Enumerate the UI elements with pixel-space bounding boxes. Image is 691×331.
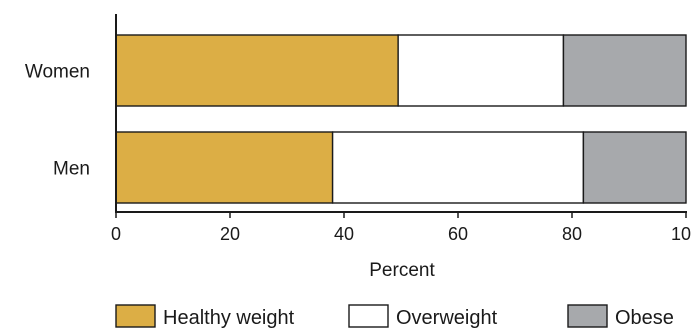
legend-swatch-obese [567, 304, 608, 328]
bar-men-overweight [331, 131, 585, 204]
bar-men-healthy-weight [115, 131, 334, 204]
x-tick-label: 100 [671, 224, 691, 244]
bar-women-obese [562, 34, 687, 107]
x-tick-label: 40 [334, 224, 354, 244]
axes-group [115, 14, 687, 213]
category-label-women: Women [25, 62, 90, 83]
bar-women-healthy-weight [115, 34, 399, 107]
x-tick-label: 80 [562, 224, 582, 244]
bar-women-overweight [397, 34, 565, 107]
category-labels-group: Women Men [25, 62, 90, 180]
category-label-men: Men [53, 159, 90, 180]
x-tick-label: 20 [220, 224, 240, 244]
x-axis-title: Percent [369, 260, 435, 281]
legend: Healthy weight Overweight Obese [115, 304, 674, 329]
legend-swatch-overweight [348, 304, 389, 328]
legend-label-overweight: Overweight [396, 307, 498, 329]
bar-men-obese [582, 131, 687, 204]
x-ticks-group: 0 20 40 60 80 100 [111, 212, 691, 244]
x-tick-label: 0 [111, 224, 121, 244]
legend-swatch-healthy-weight [115, 304, 156, 328]
bars-group [115, 34, 687, 204]
x-tick-label: 60 [448, 224, 468, 244]
legend-label-obese: Obese [615, 307, 674, 329]
legend-label-healthy-weight: Healthy weight [163, 307, 295, 329]
